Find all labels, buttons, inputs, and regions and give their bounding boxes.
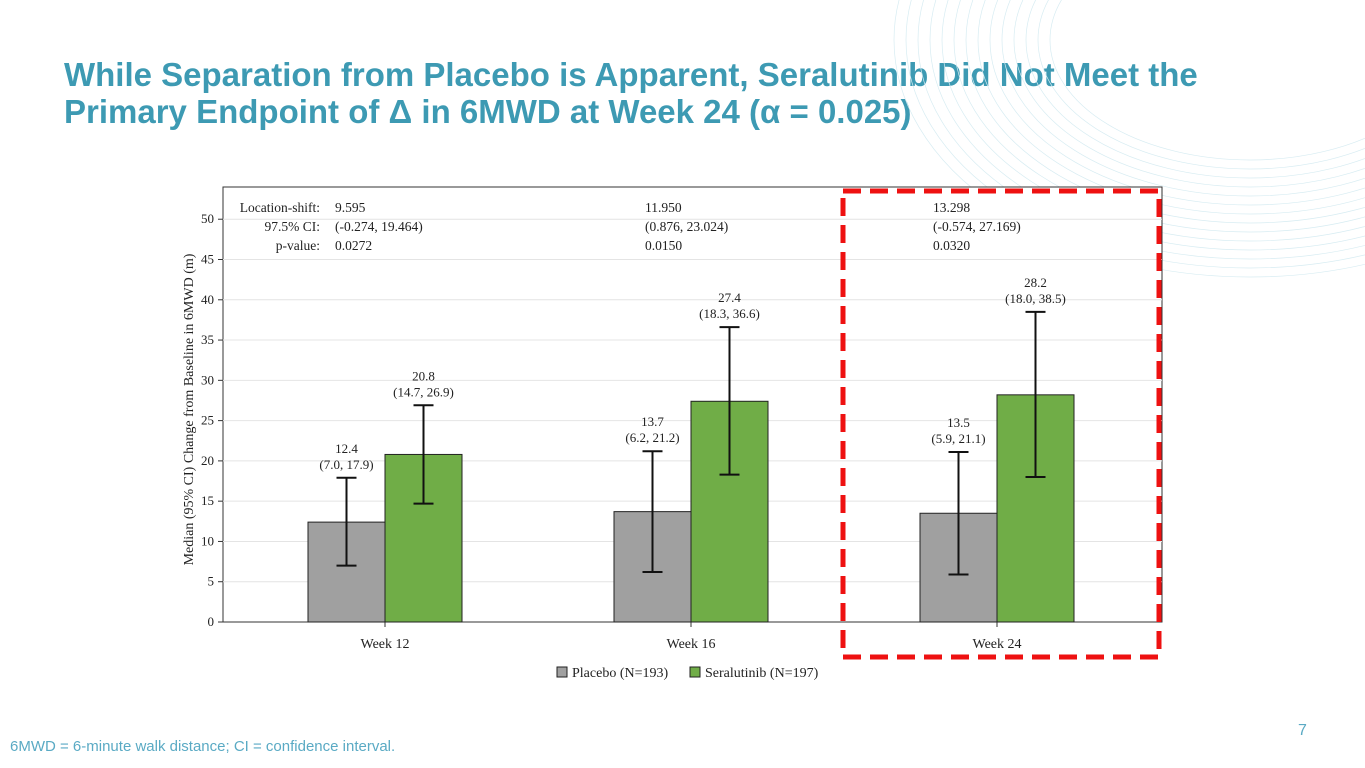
data-label: 28.2 <box>1024 275 1047 290</box>
ci-label: (6.2, 21.2) <box>625 430 679 445</box>
ci-label: (7.0, 17.9) <box>319 457 373 472</box>
background-wave <box>1001 0 1365 197</box>
ci-label: (18.0, 38.5) <box>1005 291 1066 306</box>
background-wave <box>893 0 1365 278</box>
data-label: 13.5 <box>947 415 970 430</box>
y-tick-label: 40 <box>201 292 214 307</box>
data-label: 12.4 <box>335 441 358 456</box>
background-wave <box>905 0 1365 269</box>
legend-label: Seralutinib (N=197) <box>705 666 819 681</box>
y-tick-label: 15 <box>201 493 214 508</box>
background-wave <box>989 0 1365 206</box>
y-tick-label: 30 <box>201 372 214 387</box>
background-wave <box>953 0 1365 233</box>
y-tick-label: 25 <box>201 413 214 428</box>
ci-label: (14.7, 26.9) <box>393 384 454 399</box>
x-tick-label: Week 16 <box>666 637 715 652</box>
footnote: 6MWD = 6-minute walk distance; CI = conf… <box>10 738 396 755</box>
y-axis-label: Median (95% CI) Change from Baseline in … <box>182 253 197 565</box>
highlight-box <box>840 188 1162 660</box>
background-wave <box>917 0 1365 260</box>
legend-swatch <box>556 666 568 678</box>
data-label: 27.4 <box>718 290 741 305</box>
background-wave <box>977 0 1365 215</box>
y-tick-label: 0 <box>208 614 215 629</box>
x-tick-label: Week 12 <box>360 637 409 652</box>
stat-value: (-0.274, 19.464) <box>335 219 423 234</box>
stat-value: 0.0320 <box>933 238 970 253</box>
legend-label: Placebo (N=193) <box>572 666 668 681</box>
background-wave <box>1037 0 1365 170</box>
background-wave <box>1013 0 1365 188</box>
background-wave <box>965 0 1365 224</box>
background-wave <box>1025 0 1365 179</box>
stat-value: 0.0150 <box>645 238 682 253</box>
stat-value: 9.595 <box>335 200 366 215</box>
stat-label: 97.5% CI: <box>265 219 321 234</box>
page-number: 7 <box>1298 722 1307 739</box>
stat-label: Location-shift: <box>240 200 320 215</box>
background-wave <box>941 0 1365 242</box>
data-label: 20.8 <box>412 368 435 383</box>
background-wave <box>1049 0 1365 161</box>
ci-label: (5.9, 21.1) <box>931 431 985 446</box>
stat-value: (0.876, 23.024) <box>645 219 728 234</box>
stat-value: 11.950 <box>645 200 682 215</box>
y-tick-label: 20 <box>201 453 214 468</box>
data-label: 13.7 <box>641 414 664 429</box>
slide-title: While Separation from Placebo is Apparen… <box>64 56 1198 130</box>
stat-value: 0.0272 <box>335 238 372 253</box>
y-tick-label: 5 <box>208 574 215 589</box>
ci-label: (18.3, 36.6) <box>699 306 760 321</box>
stat-value: (-0.574, 27.169) <box>933 219 1021 234</box>
y-tick-label: 45 <box>201 252 214 267</box>
y-tick-label: 35 <box>201 332 214 347</box>
y-tick-label: 50 <box>201 211 214 226</box>
stat-label: p-value: <box>276 238 320 253</box>
legend-swatch <box>689 666 701 678</box>
stat-value: 13.298 <box>933 200 970 215</box>
background-wave <box>929 0 1365 251</box>
x-tick-label: Week 24 <box>972 637 1021 652</box>
y-tick-label: 10 <box>201 533 214 548</box>
